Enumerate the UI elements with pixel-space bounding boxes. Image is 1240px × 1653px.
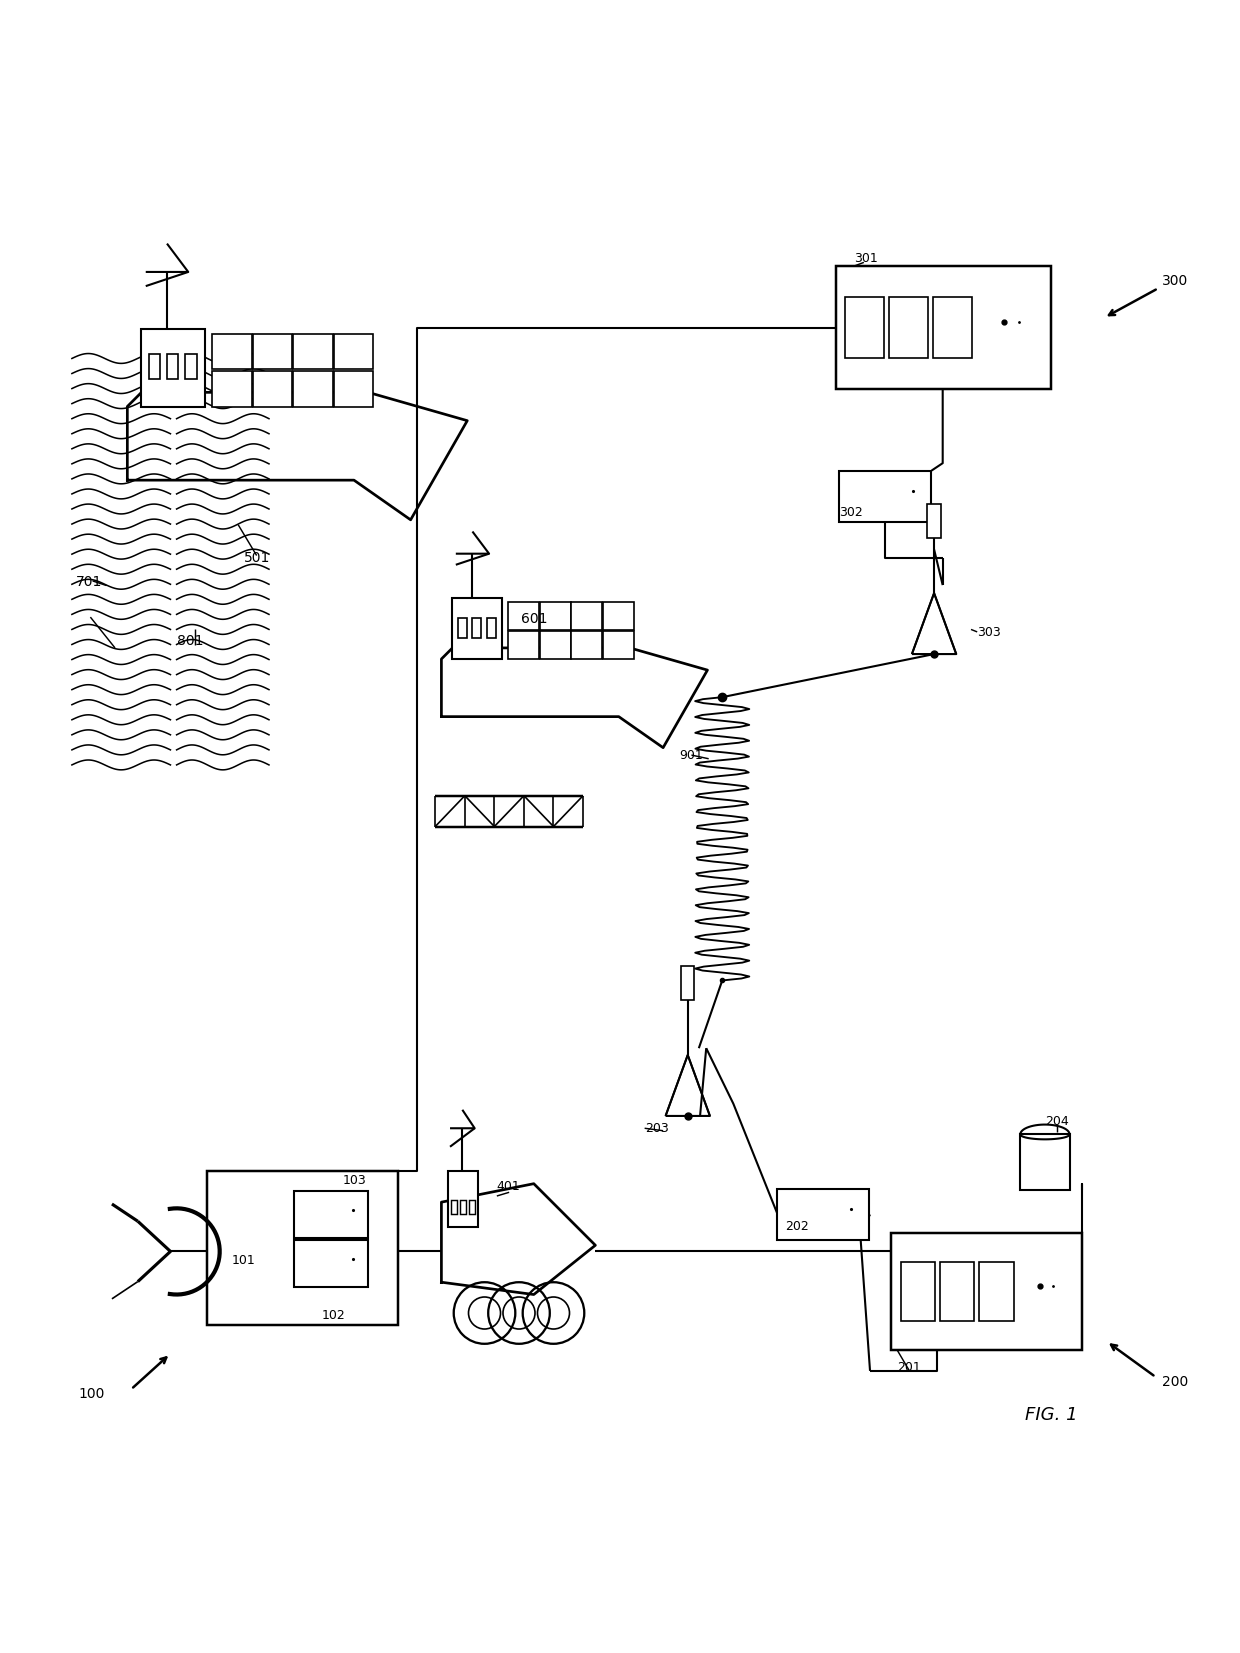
Text: 102: 102: [322, 1309, 346, 1322]
Bar: [453, 598, 502, 660]
Bar: [212, 334, 252, 369]
Bar: [777, 1189, 869, 1240]
Text: 601: 601: [522, 612, 548, 626]
Bar: [167, 354, 179, 379]
Bar: [572, 602, 603, 630]
Text: 101: 101: [232, 1253, 255, 1266]
Bar: [539, 602, 570, 630]
Text: 501: 501: [244, 550, 270, 565]
Text: 203: 203: [645, 1122, 668, 1136]
Text: FIG. 1: FIG. 1: [1024, 1407, 1078, 1425]
Bar: [980, 1263, 1014, 1321]
Text: 901: 901: [680, 749, 703, 762]
Bar: [334, 370, 373, 407]
Text: 100: 100: [78, 1387, 104, 1402]
Bar: [603, 631, 634, 660]
Text: 300: 300: [1162, 273, 1188, 288]
Bar: [149, 354, 160, 379]
Bar: [892, 1233, 1081, 1351]
Bar: [603, 602, 634, 630]
Bar: [928, 504, 941, 537]
Bar: [508, 631, 539, 660]
Bar: [572, 631, 603, 660]
Bar: [460, 1200, 466, 1215]
Bar: [539, 631, 570, 660]
Text: 204: 204: [1045, 1114, 1069, 1127]
Bar: [469, 1200, 475, 1215]
Bar: [838, 471, 931, 522]
Bar: [186, 354, 197, 379]
Bar: [681, 967, 694, 1000]
Bar: [1021, 1134, 1070, 1190]
Bar: [451, 1200, 458, 1215]
Bar: [212, 370, 252, 407]
Bar: [472, 618, 481, 638]
Bar: [141, 329, 206, 407]
Bar: [458, 618, 467, 638]
Text: 401: 401: [497, 1180, 521, 1193]
Bar: [253, 370, 293, 407]
Bar: [448, 1172, 479, 1227]
Bar: [294, 1240, 367, 1288]
Bar: [294, 1192, 367, 1238]
Bar: [900, 1263, 935, 1321]
Bar: [508, 602, 539, 630]
Text: 301: 301: [854, 253, 878, 266]
Bar: [846, 298, 884, 359]
Bar: [889, 298, 928, 359]
Text: 801: 801: [176, 635, 203, 648]
Bar: [940, 1263, 975, 1321]
Bar: [207, 1172, 398, 1326]
Text: 202: 202: [785, 1220, 808, 1233]
Bar: [253, 334, 293, 369]
Text: 103: 103: [343, 1174, 367, 1187]
Bar: [293, 370, 332, 407]
Text: 303: 303: [977, 625, 1001, 638]
Text: 302: 302: [839, 506, 863, 519]
Bar: [487, 618, 496, 638]
Bar: [836, 266, 1052, 388]
Text: 200: 200: [1162, 1375, 1188, 1389]
Text: 701: 701: [76, 575, 102, 590]
Bar: [334, 334, 373, 369]
Bar: [293, 334, 332, 369]
Text: 201: 201: [897, 1360, 921, 1374]
Bar: [932, 298, 972, 359]
